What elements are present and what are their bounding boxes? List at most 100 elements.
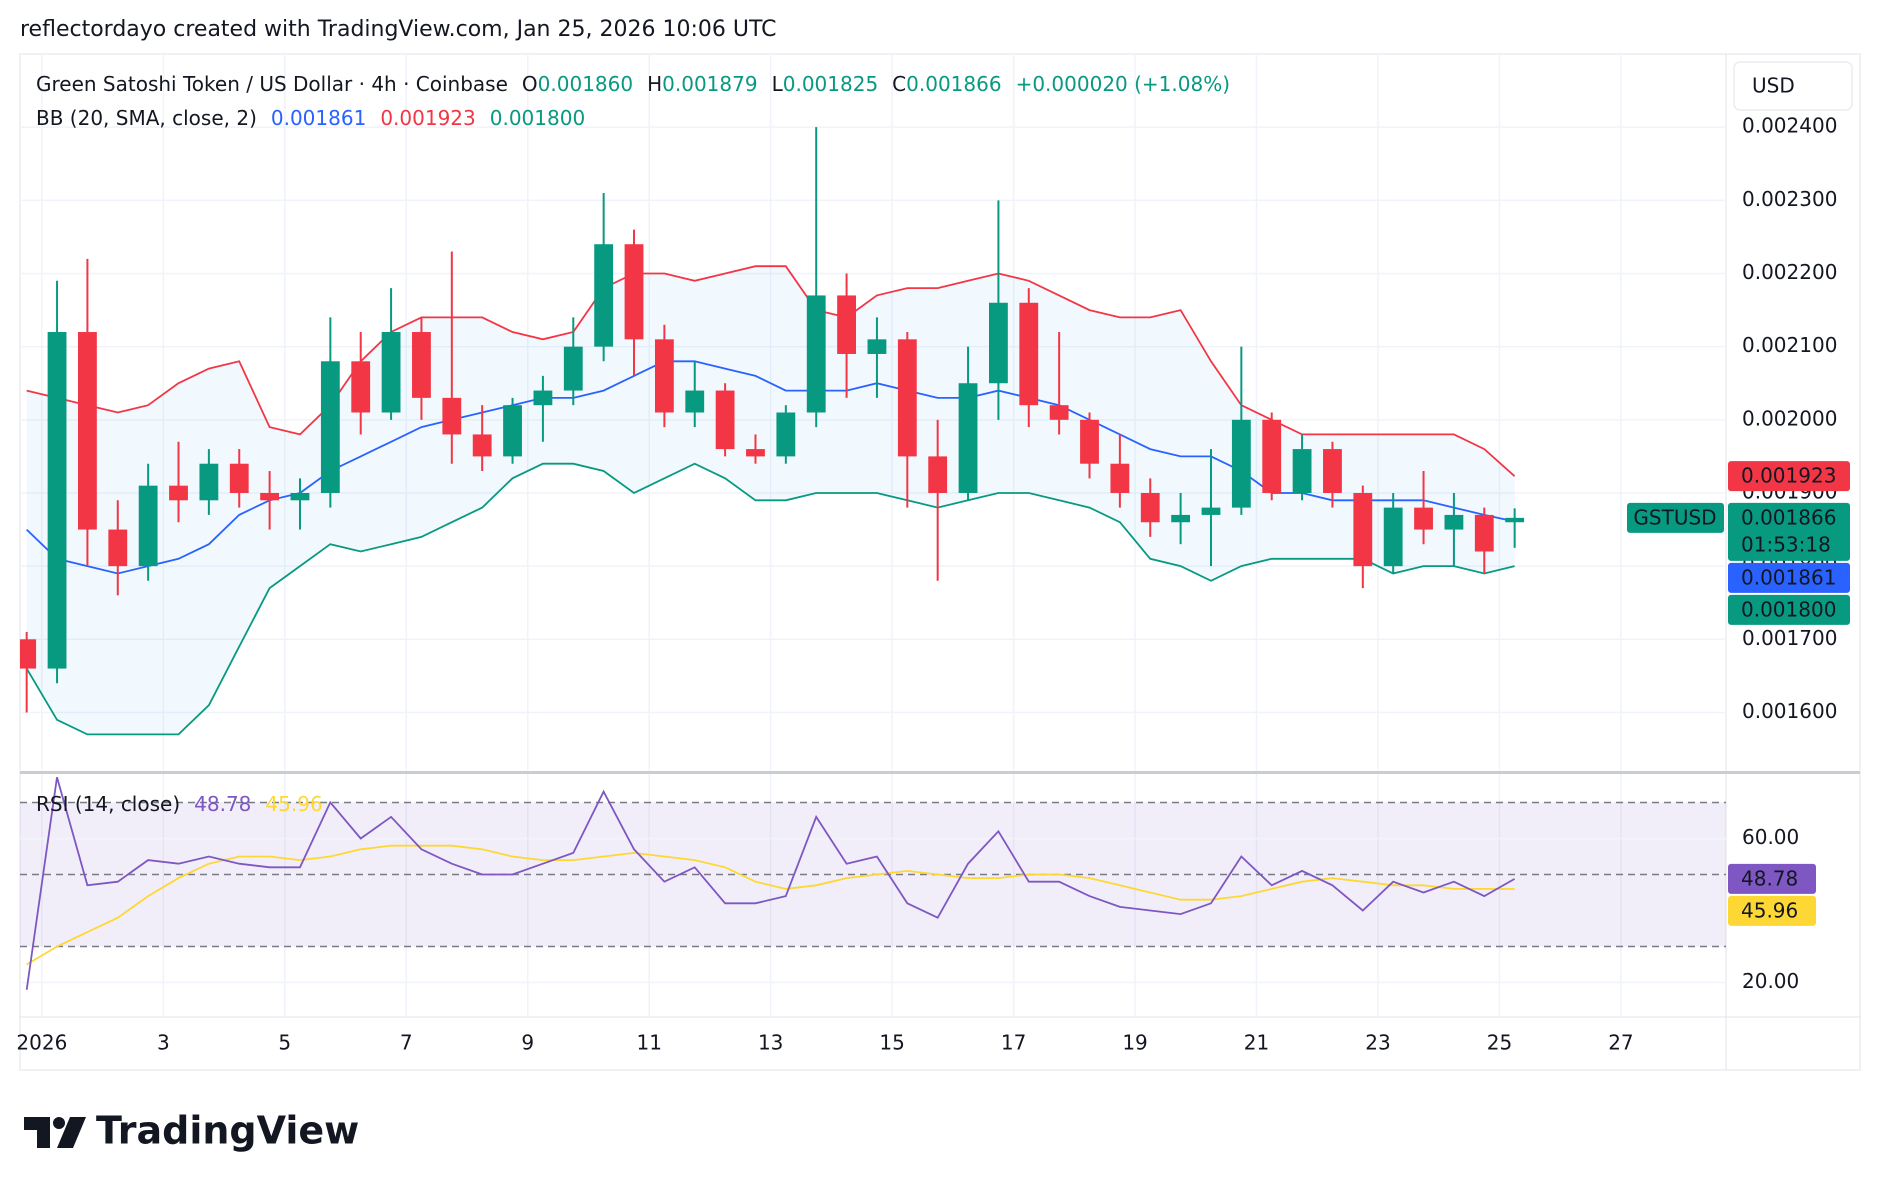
overlay: 2026 3 5 7 9 11 13 15 17 19 21 23 25 27 0.001600 0.0017… xyxy=(16,61,1853,1055)
symbol-title: Green Satoshi Token / US Dollar · 4h · C… xyxy=(36,72,508,96)
x-tick-label: 23 xyxy=(1365,1031,1390,1055)
chart-frame xyxy=(19,53,1861,1071)
candle-body xyxy=(594,244,614,347)
candle-body xyxy=(503,405,522,457)
candle-body xyxy=(351,361,371,413)
x-tick-label: 3 xyxy=(157,1031,170,1055)
rsi-label: RSI (14, close) xyxy=(36,792,180,816)
candle-body xyxy=(1474,514,1494,552)
candle-body xyxy=(837,295,856,354)
bb-label: BB (20, SMA, close, 2) xyxy=(36,106,257,130)
ohlc-value: 0.001860 xyxy=(538,72,633,96)
bb-line xyxy=(25,462,1515,736)
y-tick-label: 20.00 xyxy=(1742,969,1799,993)
candle-body xyxy=(320,361,340,493)
symbol-badge-label: GSTUSD xyxy=(1633,505,1716,529)
candle-body xyxy=(806,295,826,413)
candle-body xyxy=(928,456,948,493)
logo-icon xyxy=(57,1117,86,1148)
price-badge xyxy=(1728,594,1850,625)
x-tick-label: 27 xyxy=(1608,1031,1633,1055)
candle-body xyxy=(1323,449,1342,493)
y-tick-label: 0.002100 xyxy=(1742,333,1837,357)
candle-body xyxy=(654,339,674,413)
candle-body xyxy=(563,346,583,391)
price-badge xyxy=(1728,562,1850,593)
candle-body xyxy=(1171,514,1191,523)
x-tick-label: 15 xyxy=(879,1031,904,1055)
x-tick-label: 5 xyxy=(278,1031,291,1055)
ohlc-value: 0.001879 xyxy=(662,72,757,96)
price-badge xyxy=(1728,461,1850,492)
y-tick-label: 60.00 xyxy=(1742,825,1799,849)
rsi-value: 48.78 xyxy=(194,792,251,816)
candle-body xyxy=(108,529,128,567)
legend-bb: BB (20, SMA, close, 2) 0.001861 0.001923 0.… xyxy=(36,106,585,130)
rsi-badge xyxy=(1728,895,1816,926)
ohlc-key: O xyxy=(522,72,538,96)
candle-body xyxy=(1231,419,1251,508)
candle-body xyxy=(412,332,431,398)
candle-body xyxy=(958,383,978,493)
ohlc-key: L xyxy=(772,72,784,96)
candle-body xyxy=(685,390,705,413)
candle-body xyxy=(1049,405,1069,420)
rsi-value: 45.96 xyxy=(265,792,322,816)
candle-body xyxy=(78,332,97,530)
candle-body xyxy=(290,492,310,501)
x-tick-label: 19 xyxy=(1122,1031,1147,1055)
candle-body xyxy=(20,639,37,669)
candle-body xyxy=(1019,302,1039,406)
candle-body xyxy=(897,339,917,457)
logo-icon xyxy=(53,1117,65,1129)
legend-rsi: RSI (14, close) 48.78 45.96 xyxy=(36,792,323,816)
rsi-badge xyxy=(1728,863,1816,894)
y-tick-label: 0.001600 xyxy=(1742,699,1837,723)
bb-line xyxy=(26,265,1516,477)
rsi-badge-label: 45.96 xyxy=(1741,898,1798,922)
rsi-line xyxy=(25,776,1516,990)
y-tick-label: 0.002400 xyxy=(1742,114,1837,138)
countdown: 01:53:18 xyxy=(1741,532,1831,556)
candle-body xyxy=(381,332,401,413)
candle-body xyxy=(229,463,249,493)
attribution: reflectordayo created with TradingView.c… xyxy=(20,17,776,42)
rsi-pane xyxy=(20,774,1726,1016)
price-pane xyxy=(20,54,1726,771)
candle-body xyxy=(138,485,158,567)
candle-body xyxy=(472,434,492,457)
candle-body xyxy=(989,302,1008,384)
candle-body xyxy=(1383,507,1403,567)
candle-body xyxy=(533,390,553,406)
candle-body xyxy=(169,485,188,501)
bb-value: 0.001800 xyxy=(490,106,585,130)
ohlc-key: H xyxy=(647,72,662,96)
x-tick-label: 11 xyxy=(636,1031,661,1055)
x-tick-label: 17 xyxy=(1001,1031,1026,1055)
change: +0.000020 (+1.08%) xyxy=(1016,72,1230,96)
price-badge-label: 0.001866 xyxy=(1741,505,1836,529)
y-tick-label: 0.001700 xyxy=(1742,626,1837,650)
x-tick-label: 9 xyxy=(521,1031,534,1055)
bb-value: 0.001923 xyxy=(380,106,475,130)
bb-value: 0.001861 xyxy=(271,106,366,130)
candle-body xyxy=(1080,419,1099,464)
candle-body xyxy=(1505,517,1525,523)
rsi-badge-label: 48.78 xyxy=(1741,866,1798,890)
candle-body xyxy=(1201,507,1221,515)
candle-body xyxy=(1292,449,1312,493)
candle-body xyxy=(442,397,462,435)
candle-body xyxy=(1262,419,1282,493)
candle-body xyxy=(1444,514,1464,530)
candle-body xyxy=(1353,492,1373,567)
ohlc-value: 0.001866 xyxy=(906,72,1001,96)
logo: TradingView xyxy=(24,1109,359,1153)
candle-body xyxy=(1110,463,1130,493)
currency-button[interactable] xyxy=(1733,61,1853,111)
ohlc-value: 0.001825 xyxy=(783,72,878,96)
currency-label: USD xyxy=(1752,74,1795,98)
candle-body xyxy=(1414,507,1433,530)
candle-body xyxy=(47,332,67,669)
